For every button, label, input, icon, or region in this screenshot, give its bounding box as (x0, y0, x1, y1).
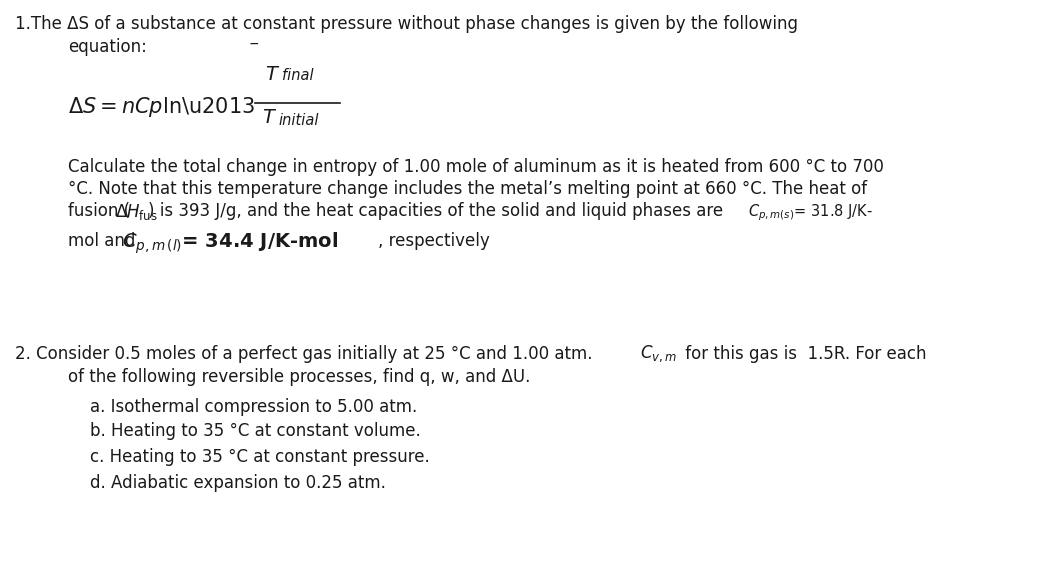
Text: $T$: $T$ (265, 65, 280, 84)
Text: d. Adiabatic expansion to 0.25 atm.: d. Adiabatic expansion to 0.25 atm. (90, 474, 386, 492)
Text: Calculate the total change in entropy of 1.00 mole of aluminum as it is heated f: Calculate the total change in entropy of… (68, 158, 884, 176)
Text: final: final (282, 68, 314, 83)
Text: of the following reversible processes, find q, w, and ΔU.: of the following reversible processes, f… (68, 368, 530, 386)
Text: $C_{v,m}$: $C_{v,m}$ (640, 343, 677, 364)
Text: $C_{p,m\,(l)}$= 34.4 J/K-mol: $C_{p,m\,(l)}$= 34.4 J/K-mol (122, 230, 338, 256)
Text: °C. Note that this temperature change includes the metal’s melting point at 660 : °C. Note that this temperature change in… (68, 180, 867, 198)
Text: $T$: $T$ (262, 108, 277, 127)
Text: fusion (: fusion ( (68, 202, 131, 220)
Text: $\Delta H_{\mathregular{fus}}$: $\Delta H_{\mathregular{fus}}$ (115, 202, 158, 222)
Text: 1.The ΔS of a substance at constant pressure without phase changes is given by t: 1.The ΔS of a substance at constant pres… (15, 15, 798, 33)
Text: b. Heating to 35 °C at constant volume.: b. Heating to 35 °C at constant volume. (90, 422, 421, 440)
Text: initial: initial (278, 113, 318, 128)
Text: 2. Consider 0.5 moles of a perfect gas initially at 25 °C and 1.00 atm.: 2. Consider 0.5 moles of a perfect gas i… (15, 345, 597, 363)
Text: mol and: mol and (68, 232, 141, 250)
Text: equation:: equation: (68, 38, 146, 56)
Text: for this gas is  1.5R. For each: for this gas is 1.5R. For each (680, 345, 926, 363)
Text: ) is 393 J/g, and the heat capacities of the solid and liquid phases are: ) is 393 J/g, and the heat capacities of… (147, 202, 724, 220)
Text: $\Delta S=nCp\mathrm{ln}$\u2013: $\Delta S=nCp\mathrm{ln}$\u2013 (68, 95, 255, 119)
Text: , respectively: , respectively (378, 232, 490, 250)
Text: $C_{p,m(s)}$= 31.8 J/K-: $C_{p,m(s)}$= 31.8 J/K- (748, 202, 873, 222)
Text: c. Heating to 35 °C at constant pressure.: c. Heating to 35 °C at constant pressure… (90, 448, 430, 466)
Text: a. Isothermal compression to 5.00 atm.: a. Isothermal compression to 5.00 atm. (90, 398, 417, 416)
